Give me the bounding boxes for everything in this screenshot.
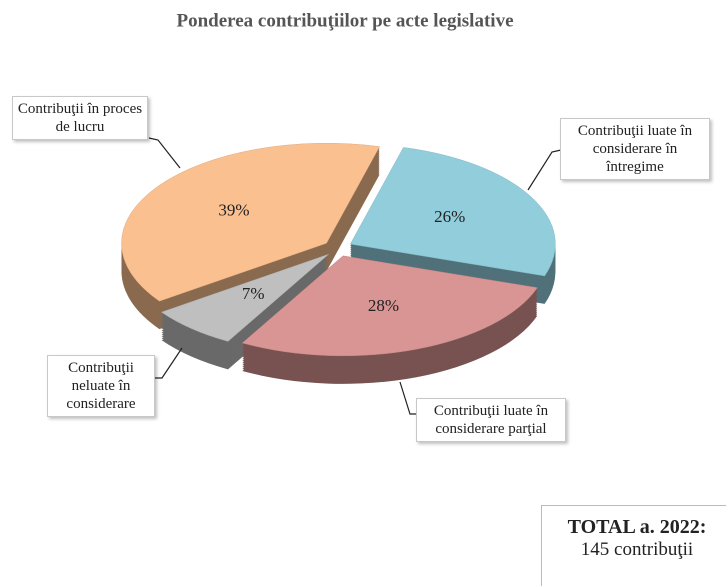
data-label: 26% xyxy=(434,207,465,226)
total-value: 145 contribuţii xyxy=(580,539,694,560)
leader-lines xyxy=(148,137,562,415)
leader-line xyxy=(148,137,181,169)
total-box: TOTAL a. 2022: 145 contribuţii xyxy=(541,505,726,586)
leader-line xyxy=(155,347,183,379)
data-label: 39% xyxy=(218,201,249,220)
leader-line xyxy=(527,149,562,191)
pie: 26% 28% 7% 39% xyxy=(121,142,556,384)
chart-title: Ponderea contribuţiilor pe acte legislat… xyxy=(176,10,513,31)
slice xyxy=(241,255,538,357)
data-label: 7% xyxy=(242,284,265,303)
slice xyxy=(349,147,556,277)
data-label: 28% xyxy=(368,296,399,315)
slice xyxy=(121,142,380,302)
callout-label: Contribuţii în proces de lucru xyxy=(12,96,148,140)
callout-label: Contribuţii neluate în considerare xyxy=(47,355,155,417)
callout-label: Contribuţii luate în considerare în într… xyxy=(560,118,710,180)
slice xyxy=(160,254,329,342)
callout-label: Contribuţii luate în considerare parţial xyxy=(416,398,566,442)
total-label: TOTAL a. 2022: xyxy=(567,516,707,538)
leader-line xyxy=(399,381,416,415)
